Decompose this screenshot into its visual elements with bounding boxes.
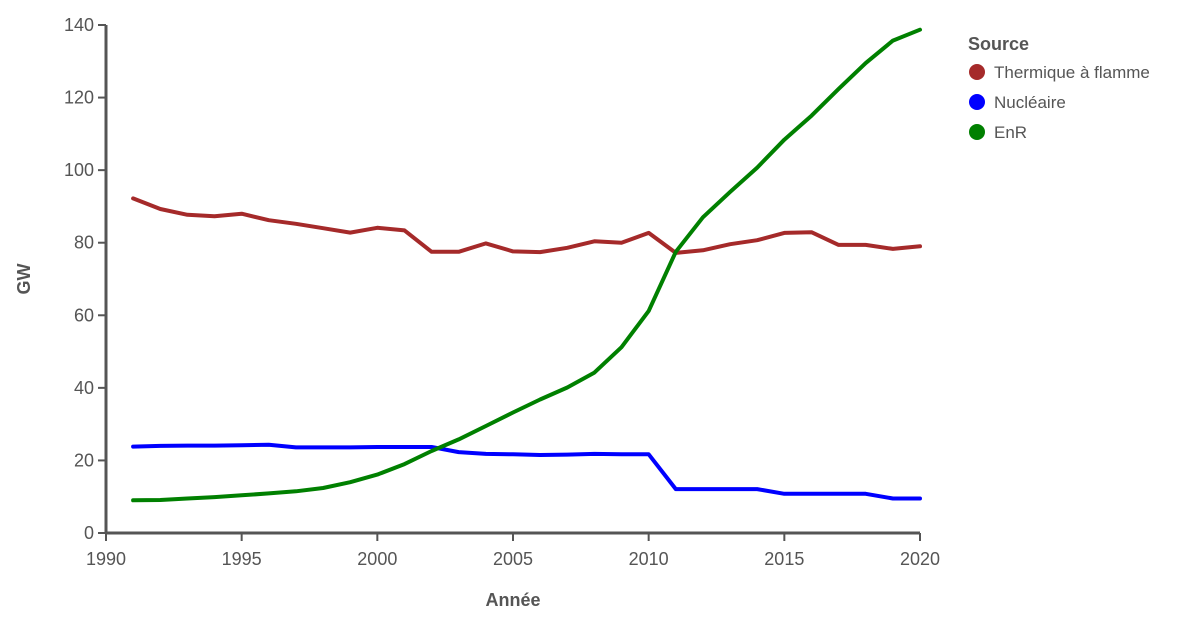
y-axis-title: GW [14, 263, 34, 294]
x-tick-label: 2015 [764, 549, 804, 569]
x-tick-label: 1990 [86, 549, 126, 569]
x-axis-title: Année [485, 590, 540, 610]
series-line-thermique-a-flamme [131, 196, 922, 255]
y-tick-label: 20 [74, 450, 94, 470]
y-tick-label: 40 [74, 378, 94, 398]
series-layer [131, 27, 922, 503]
legend-marker [969, 94, 985, 110]
x-tick-label: 2005 [493, 549, 533, 569]
y-tick-label: 0 [84, 523, 94, 543]
legend-label: Thermique à flamme [994, 63, 1150, 82]
legend-marker [969, 124, 985, 140]
legend-title: Source [968, 34, 1029, 54]
y-tick-label: 80 [74, 233, 94, 253]
legend-marker [969, 64, 985, 80]
x-tick-label: 1995 [222, 549, 262, 569]
x-tick-label: 2000 [357, 549, 397, 569]
series-line-nucleaire [131, 442, 922, 501]
x-tick-label: 2010 [629, 549, 669, 569]
y-tick-label: 140 [64, 15, 94, 35]
y-tick-label: 100 [64, 160, 94, 180]
y-tick-label: 120 [64, 88, 94, 108]
legend-label: EnR [994, 123, 1027, 142]
x-tick-label: 2020 [900, 549, 940, 569]
legend-label: Nucléaire [994, 93, 1066, 112]
y-tick-label: 60 [74, 305, 94, 325]
legend: Source Thermique à flamme Nucléaire EnR [968, 34, 1150, 142]
series-line-enr [131, 27, 922, 503]
axes: 0 20 40 60 80 100 120 140 1990 1995 2000 2005 2010 20… [64, 15, 940, 569]
